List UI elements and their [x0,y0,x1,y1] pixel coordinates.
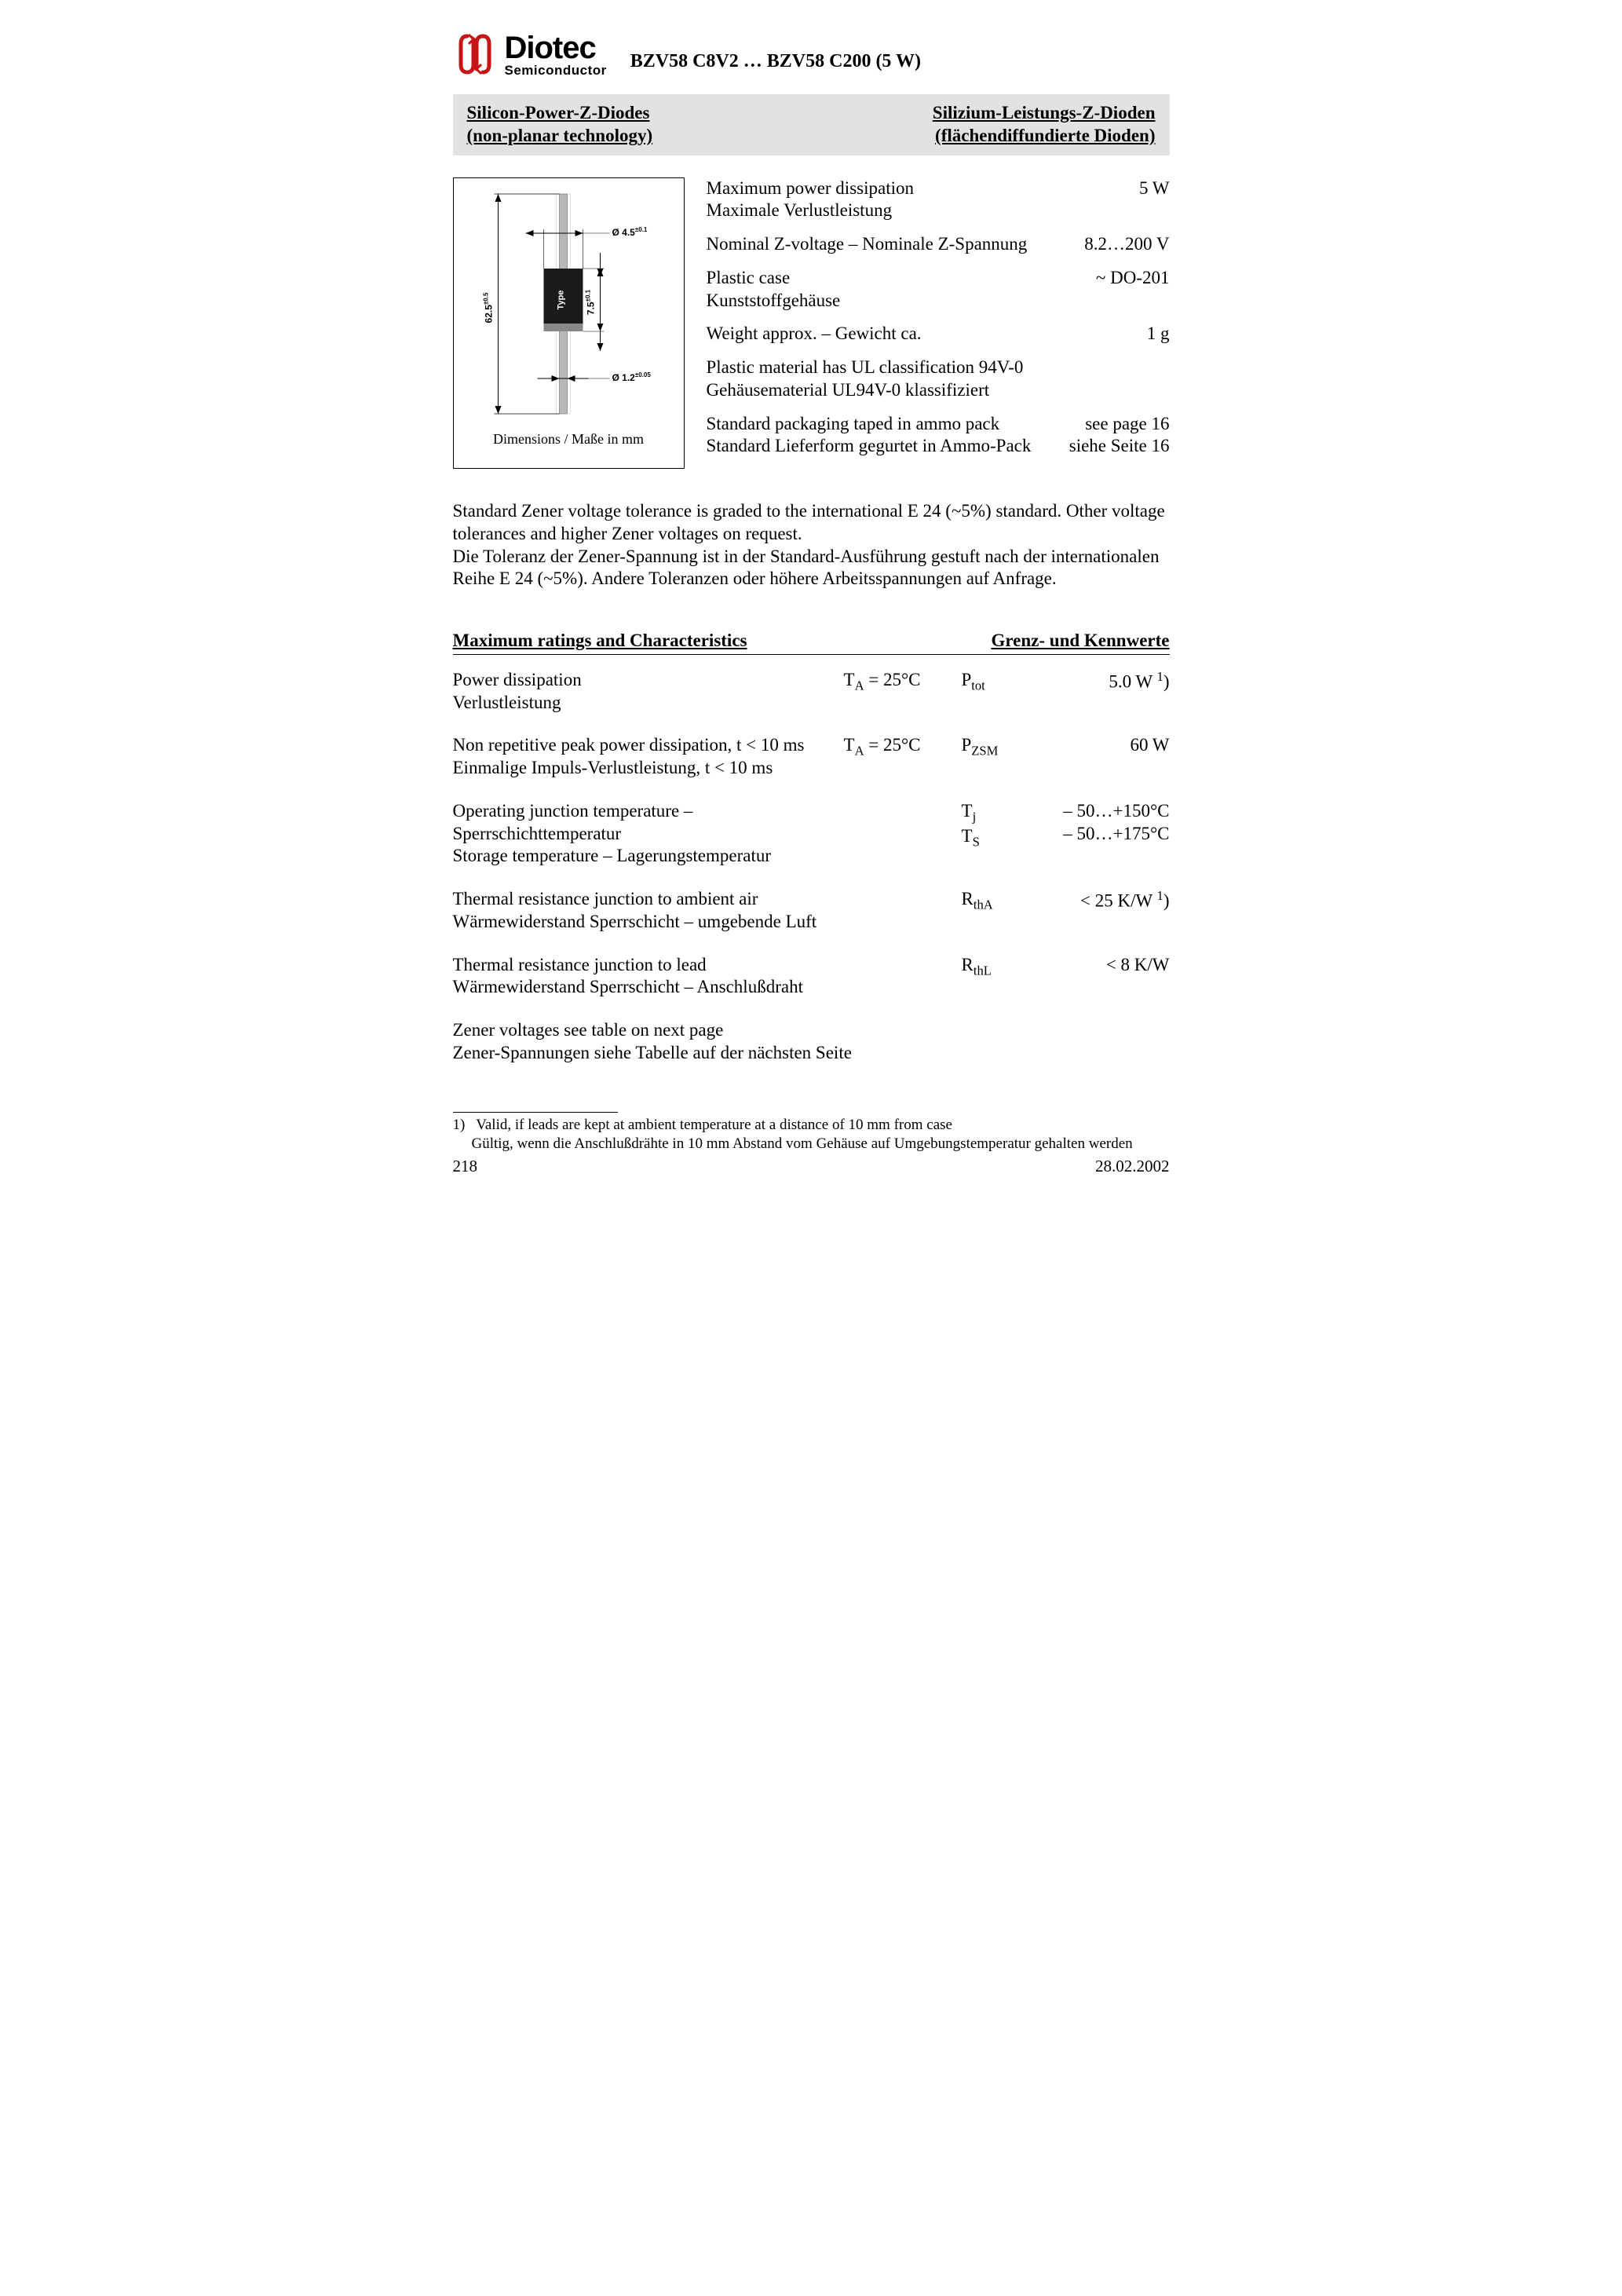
svg-text:Type: Type [556,290,565,309]
spec-row: Maximum power dissipationMaximale Verlus… [707,177,1170,223]
rating-desc: Non repetitive peak power dissipation, t… [453,734,844,780]
logo-sub: Semiconductor [505,64,607,77]
rating-value: 60 W [1032,734,1170,757]
spec-label: Weight approx. – Gewicht ca. [707,323,1131,345]
rating-value: < 25 K/W 1) [1032,888,1170,912]
rating-value: 5.0 W 1) [1032,669,1170,693]
rating-value: < 8 K/W [1032,954,1170,977]
rating-cond: TA = 25°C [844,734,962,759]
rating-row: Non repetitive peak power dissipation, t… [453,734,1170,780]
spec-row: Weight approx. – Gewicht ca. 1 g [707,323,1170,345]
logo: Diotec Semiconductor [453,31,607,77]
rating-row: Power dissipationVerlustleistungTA = 25°… [453,669,1170,715]
svg-text:62.5±0.5: 62.5±0.5 [482,292,494,323]
footer: 218 28.02.2002 [453,1156,1170,1176]
rating-symbol: RthL [962,954,1032,979]
subtitle-right-1: Silizium-Leistungs-Z-Dioden [933,102,1156,125]
doc-title: BZV58 C8V2 … BZV58 C200 (5 W) [630,49,921,73]
spec-label: Plastic material has UL classification 9… [707,356,1154,402]
footnote-rule [453,1112,618,1113]
rating-row: Thermal resistance junction to leadWärme… [453,954,1170,1000]
subtitle-bar: Silicon-Power-Z-Diodes (non-planar techn… [453,94,1170,155]
subtitle-left-2: (non-planar technology) [467,125,653,148]
spec-label: Standard packaging taped in ammo packSta… [707,413,1054,459]
svg-text:Ø 1.2±0.05: Ø 1.2±0.05 [612,371,651,383]
footnote-marker: 1) [453,1117,466,1133]
header: Diotec Semiconductor BZV58 C8V2 … BZV58 … [453,31,1170,77]
spec-label: Nominal Z-voltage – Nominale Z-Spannung [707,233,1069,256]
spec-row: Standard packaging taped in ammo packSta… [707,413,1170,459]
spec-label: Plastic caseKunststoffgehäuse [707,267,1080,313]
footer-date: 28.02.2002 [1095,1156,1170,1176]
footnote-de: Gültig, wenn die Anschlußdrähte in 10 mm… [453,1135,1170,1154]
subtitle-right-2: (flächendiffundierte Dioden) [933,125,1156,148]
svg-text:7.5±0.1: 7.5±0.1 [584,289,596,315]
rating-row: Thermal resistance junction to ambient a… [453,888,1170,934]
rating-row: Operating junction temperature – Sperrsc… [453,800,1170,868]
ratings-title-left: Maximum ratings and Characteristics [453,630,747,653]
svg-text:Ø 4.5±0.1: Ø 4.5±0.1 [612,226,647,238]
rating-desc: Thermal resistance junction to ambient a… [453,888,844,934]
rating-value: – 50…+150°C– 50…+175°C [1032,800,1170,846]
rating-desc: Thermal resistance junction to leadWärme… [453,954,844,1000]
spec-value: ~ DO-201 [1096,267,1170,290]
spec-row: Plastic material has UL classification 9… [707,356,1170,402]
rating-cond: TA = 25°C [844,669,962,694]
rating-symbol: RthA [962,888,1032,913]
ratings-title-right: Grenz- und Kennwerte [991,630,1169,653]
ratings-note-2: Zener-Spannungen siehe Tabelle auf der n… [453,1042,1170,1065]
rating-desc: Power dissipationVerlustleistung [453,669,844,715]
ratings-table: Power dissipationVerlustleistungTA = 25°… [453,669,1170,999]
spec-label: Maximum power dissipationMaximale Verlus… [707,177,1123,223]
footnote: 1) Valid, if leads are kept at ambient t… [453,1116,1170,1154]
rating-symbol: TjTS [962,800,1032,851]
spec-list: Maximum power dissipationMaximale Verlus… [707,177,1170,470]
ratings-header: Maximum ratings and Characteristics Gren… [453,630,1170,655]
ratings-note-1: Zener voltages see table on next page [453,1019,1170,1042]
footnote-en: Valid, if leads are kept at ambient temp… [476,1117,952,1133]
spec-value: 8.2…200 V [1084,233,1169,256]
spec-row: Nominal Z-voltage – Nominale Z-Spannung 8… [707,233,1170,256]
logo-name: Diotec [505,32,607,64]
dimension-diagram: Type 62.5±0.5 Ø 4.5±0.1 [453,177,685,470]
subtitle-left-1: Silicon-Power-Z-Diodes [467,102,653,125]
spec-value: 5 W [1139,177,1170,200]
spec-row: Plastic caseKunststoffgehäuse ~ DO-201 [707,267,1170,313]
rating-desc: Operating junction temperature – Sperrsc… [453,800,844,868]
diagram-caption: Dimensions / Maße in mm [458,430,679,448]
page-number: 218 [453,1156,478,1176]
tolerance-paragraph: Standard Zener voltage tolerance is grad… [453,500,1170,590]
rating-symbol: PZSM [962,734,1032,759]
spec-value: see page 16siehe Seite 16 [1069,413,1170,459]
spec-value: 1 g [1147,323,1170,345]
rating-symbol: Ptot [962,669,1032,694]
logo-symbol-icon [453,31,497,77]
